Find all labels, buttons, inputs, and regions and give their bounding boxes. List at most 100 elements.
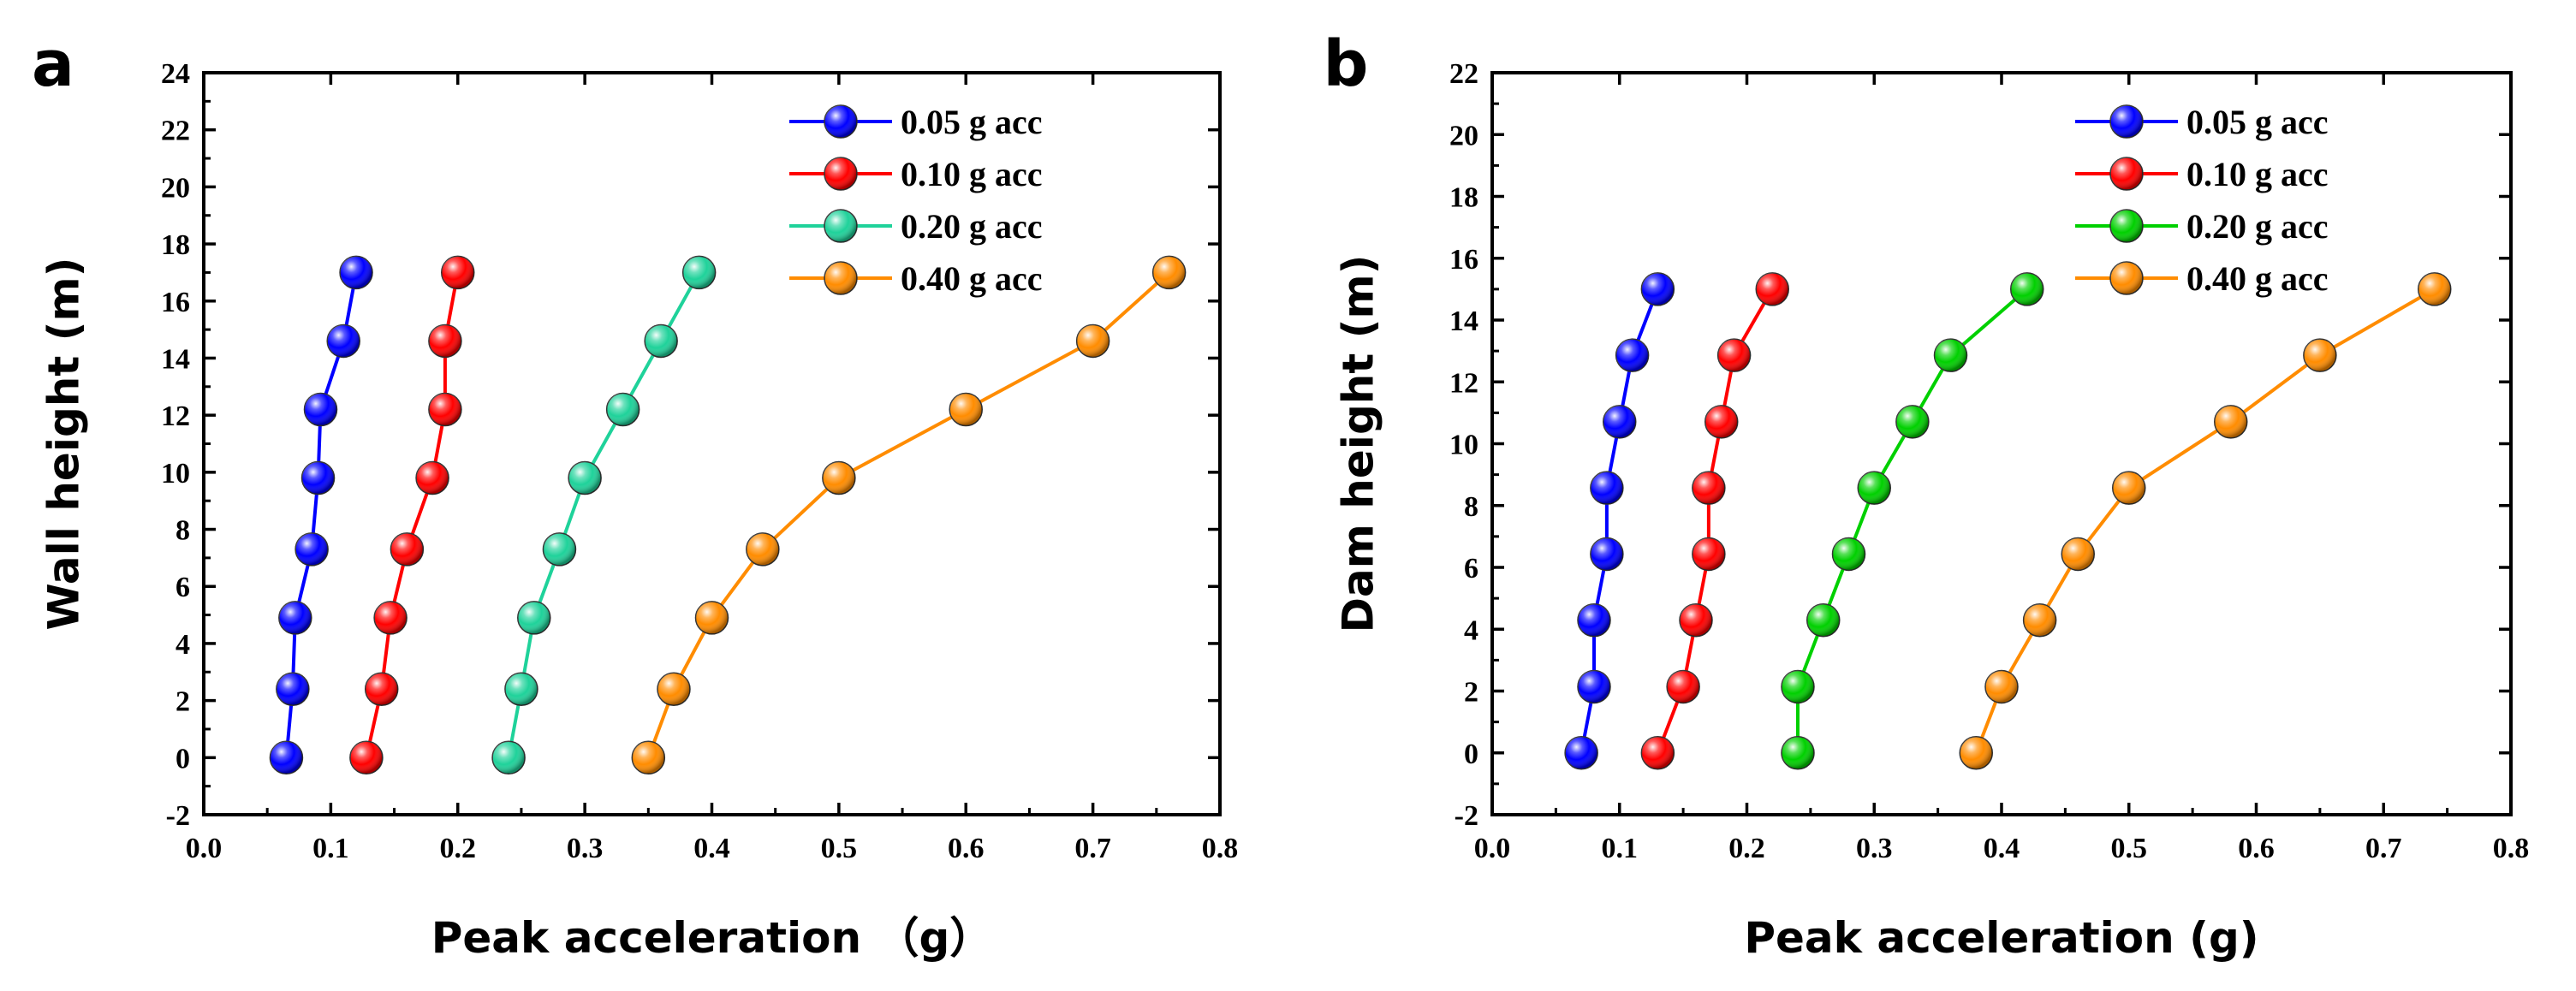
x-tick-label: 0.0: [186, 833, 223, 864]
y-tick-label: 16: [161, 287, 190, 318]
y-tick-label: 16: [1449, 244, 1478, 276]
data-point-highlight: [568, 461, 602, 495]
data-point-highlight: [1641, 736, 1675, 769]
y-tick-label: 10: [161, 458, 190, 490]
data-point: [1590, 471, 1624, 505]
data-point-highlight: [822, 461, 855, 495]
x-tick-label: 0.5: [2111, 833, 2148, 864]
data-point-highlight: [1704, 405, 1738, 438]
data-point: [364, 672, 399, 707]
legend-marker-highlight: [824, 262, 857, 294]
legend-marker-highlight: [2110, 262, 2143, 294]
panel-letter: a: [32, 27, 74, 101]
y-tick-label: 6: [1464, 553, 1478, 585]
y-tick-label: 4: [1464, 614, 1478, 646]
chart-panel-b: b 0.0 0.1 0.2 0.3 0.4 0.5 0.6 0.7 0.8 -2 0 2 4 6 8 10 12 1…: [1324, 27, 2530, 963]
x-tick-label: 0.3: [567, 833, 604, 864]
y-tick-label: 20: [1449, 120, 1478, 151]
data-point: [1679, 603, 1713, 638]
data-point-highlight: [1692, 537, 1725, 571]
data-point-highlight: [349, 741, 383, 774]
data-point: [517, 601, 551, 635]
y-tick-label: 8: [1464, 491, 1478, 523]
data-point-highlight: [1782, 670, 1814, 703]
data-point-highlight: [1603, 405, 1636, 438]
y-tick-label: 18: [161, 229, 190, 261]
data-point: [276, 672, 310, 707]
data-point-highlight: [1578, 670, 1610, 703]
data-point: [644, 323, 678, 359]
legend-marker-highlight: [824, 157, 857, 190]
data-point-highlight: [2303, 339, 2336, 372]
data-point-highlight: [606, 393, 640, 426]
data-point-highlight: [1076, 324, 1110, 358]
legend-label: 0.05 g acc: [901, 103, 1043, 141]
x-tick-label: 0.2: [1728, 833, 1765, 864]
data-point: [390, 532, 425, 567]
series-4: [1959, 272, 2452, 770]
x-tick-label: 0.4: [693, 833, 730, 864]
data-point-highlight: [543, 532, 576, 566]
x-axis-title: Peak acceleration (g): [1744, 913, 2258, 963]
data-point-highlight: [1152, 256, 1186, 289]
data-point-highlight: [340, 256, 373, 289]
data-point: [1564, 736, 1598, 770]
data-point-highlight: [304, 393, 337, 426]
data-point: [504, 672, 538, 707]
data-point: [491, 740, 526, 775]
data-point-highlight: [1960, 736, 1993, 769]
data-point: [1692, 471, 1726, 505]
data-point: [1716, 338, 1752, 372]
data-point-highlight: [1756, 272, 1789, 306]
legend-label: 0.40 g acc: [2186, 259, 2329, 298]
y-tick-label: 24: [161, 58, 190, 90]
data-point-highlight: [1667, 670, 1700, 703]
y-tick-label: 20: [161, 172, 190, 204]
data-point: [1704, 405, 1739, 439]
data-point: [1895, 405, 1930, 439]
data-point-highlight: [1782, 736, 1814, 769]
data-point-highlight: [327, 324, 360, 358]
data-point: [1781, 736, 1815, 770]
plot-frame: [202, 71, 1222, 816]
chart-panel-a: a0.0 0.1 0.2 0.3 0.4 0.5 0.6 0.7 0.8-20246810121…: [32, 27, 1238, 963]
y-tick-label: 12: [1449, 367, 1478, 399]
data-point-highlight: [695, 601, 729, 634]
data-point-highlight: [1895, 405, 1929, 438]
data-point-highlight: [492, 741, 526, 774]
data-point: [822, 460, 856, 496]
data-point-highlight: [2112, 472, 2145, 505]
data-point: [1666, 669, 1700, 704]
data-point: [1640, 272, 1675, 306]
data-point: [2418, 272, 2452, 306]
legend-entry: 0.05 g acc: [2075, 103, 2329, 141]
data-point: [1984, 669, 2019, 704]
y-tick-label: 22: [161, 116, 190, 147]
x-tick-label: 0.8: [1202, 833, 1239, 864]
data-point: [694, 601, 729, 635]
series-2: [1640, 272, 1789, 770]
data-point: [415, 460, 449, 496]
data-point: [303, 392, 338, 427]
data-point-highlight: [1615, 339, 1649, 372]
data-point-highlight: [1590, 472, 1623, 505]
data-point: [1577, 669, 1611, 704]
legend-label: 0.40 g acc: [901, 259, 1043, 298]
data-point: [631, 740, 666, 775]
legend-label: 0.05 g acc: [2186, 103, 2329, 141]
data-point-highlight: [270, 741, 303, 774]
data-point-highlight: [2214, 405, 2247, 438]
y-tick-label: -2: [1455, 800, 1478, 832]
data-point: [326, 323, 360, 359]
data-point-highlight: [2061, 537, 2095, 571]
x-tick-label: 0.8: [2493, 833, 2530, 864]
panel-letter: b: [1324, 27, 1369, 101]
data-point: [681, 255, 717, 290]
x-tick-label: 0.0: [1474, 833, 1511, 864]
legend-entry: 0.10 g acc: [789, 155, 1043, 193]
data-point: [746, 532, 780, 567]
data-point-highlight: [276, 673, 309, 706]
legend-marker-highlight: [2110, 105, 2143, 138]
x-tick-label: 0.3: [1856, 833, 1893, 864]
